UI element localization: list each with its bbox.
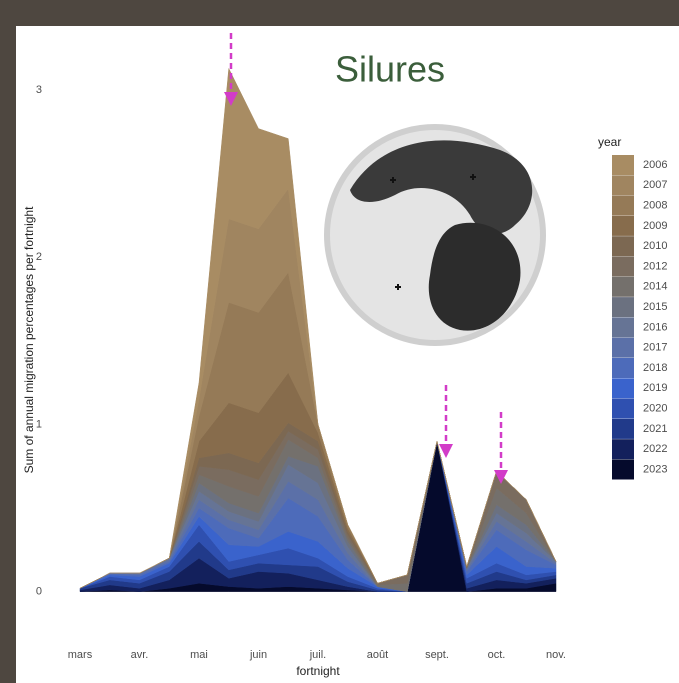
legend-label: 2012: [643, 260, 667, 272]
legend-label: 2023: [643, 463, 667, 475]
fish-photo: [324, 124, 546, 346]
x-tick-label: juin: [249, 649, 267, 661]
legend-label: 2019: [643, 382, 667, 394]
legend-swatch: [612, 358, 634, 378]
legend-label: 2020: [643, 403, 667, 415]
legend-swatch: [612, 276, 634, 297]
legend-label: 2008: [643, 200, 667, 212]
legend-swatch: [612, 155, 634, 175]
legend-label: 2015: [643, 301, 667, 313]
legend-label: 2021: [643, 423, 667, 435]
y-tick-label: 0: [36, 586, 42, 598]
legend-label: 2016: [643, 321, 667, 333]
legend-swatch: [612, 418, 634, 439]
legend-label: 2014: [643, 281, 667, 293]
legend-title: year: [598, 135, 621, 149]
legend-swatch: [612, 256, 634, 277]
legend-swatch: [612, 439, 634, 460]
y-tick-label: 3: [36, 84, 42, 96]
x-tick-label: sept.: [425, 649, 449, 661]
legend-swatch: [612, 297, 634, 318]
y-tick-label: 2: [36, 251, 42, 263]
x-tick-label: mai: [190, 649, 208, 661]
legend-swatch: [612, 175, 634, 196]
legend-swatch: [612, 236, 634, 257]
legend-label: 2006: [643, 159, 667, 171]
legend-swatch: [612, 378, 634, 399]
legend-swatch: [612, 459, 634, 480]
y-axis-title: Sum of annual migration percentages per …: [22, 206, 36, 473]
x-tick-label: avr.: [131, 649, 149, 661]
plot-area: [79, 67, 557, 592]
x-tick-label: août: [367, 649, 388, 661]
legend-label: 2007: [643, 179, 667, 191]
arrows: [224, 33, 508, 484]
legend-swatch: [612, 337, 634, 358]
legend-label: 2017: [643, 342, 667, 354]
legend-label: 2022: [643, 443, 667, 455]
y-tick-label: 1: [36, 418, 42, 430]
legend-swatch: [612, 317, 634, 338]
legend-label: 2010: [643, 240, 667, 252]
legend-label: 2018: [643, 362, 667, 374]
chart-title: Silures: [335, 49, 445, 90]
legend-swatch: [612, 398, 634, 419]
x-tick-label: juil.: [309, 649, 327, 661]
legend-swatch: [612, 215, 634, 236]
x-tick-label: nov.: [546, 649, 566, 661]
x-axis-title: fortnight: [296, 664, 340, 678]
x-tick-label: oct.: [488, 649, 506, 661]
legend-label: 2009: [643, 220, 667, 232]
x-tick-label: mars: [68, 649, 93, 661]
legend-swatch: [612, 195, 634, 216]
